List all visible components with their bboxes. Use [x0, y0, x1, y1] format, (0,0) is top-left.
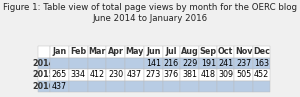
Text: Figure 1: Table view of total page views by month for the OERC blog
June 2014 to: Figure 1: Table view of total page views…: [3, 3, 297, 23]
